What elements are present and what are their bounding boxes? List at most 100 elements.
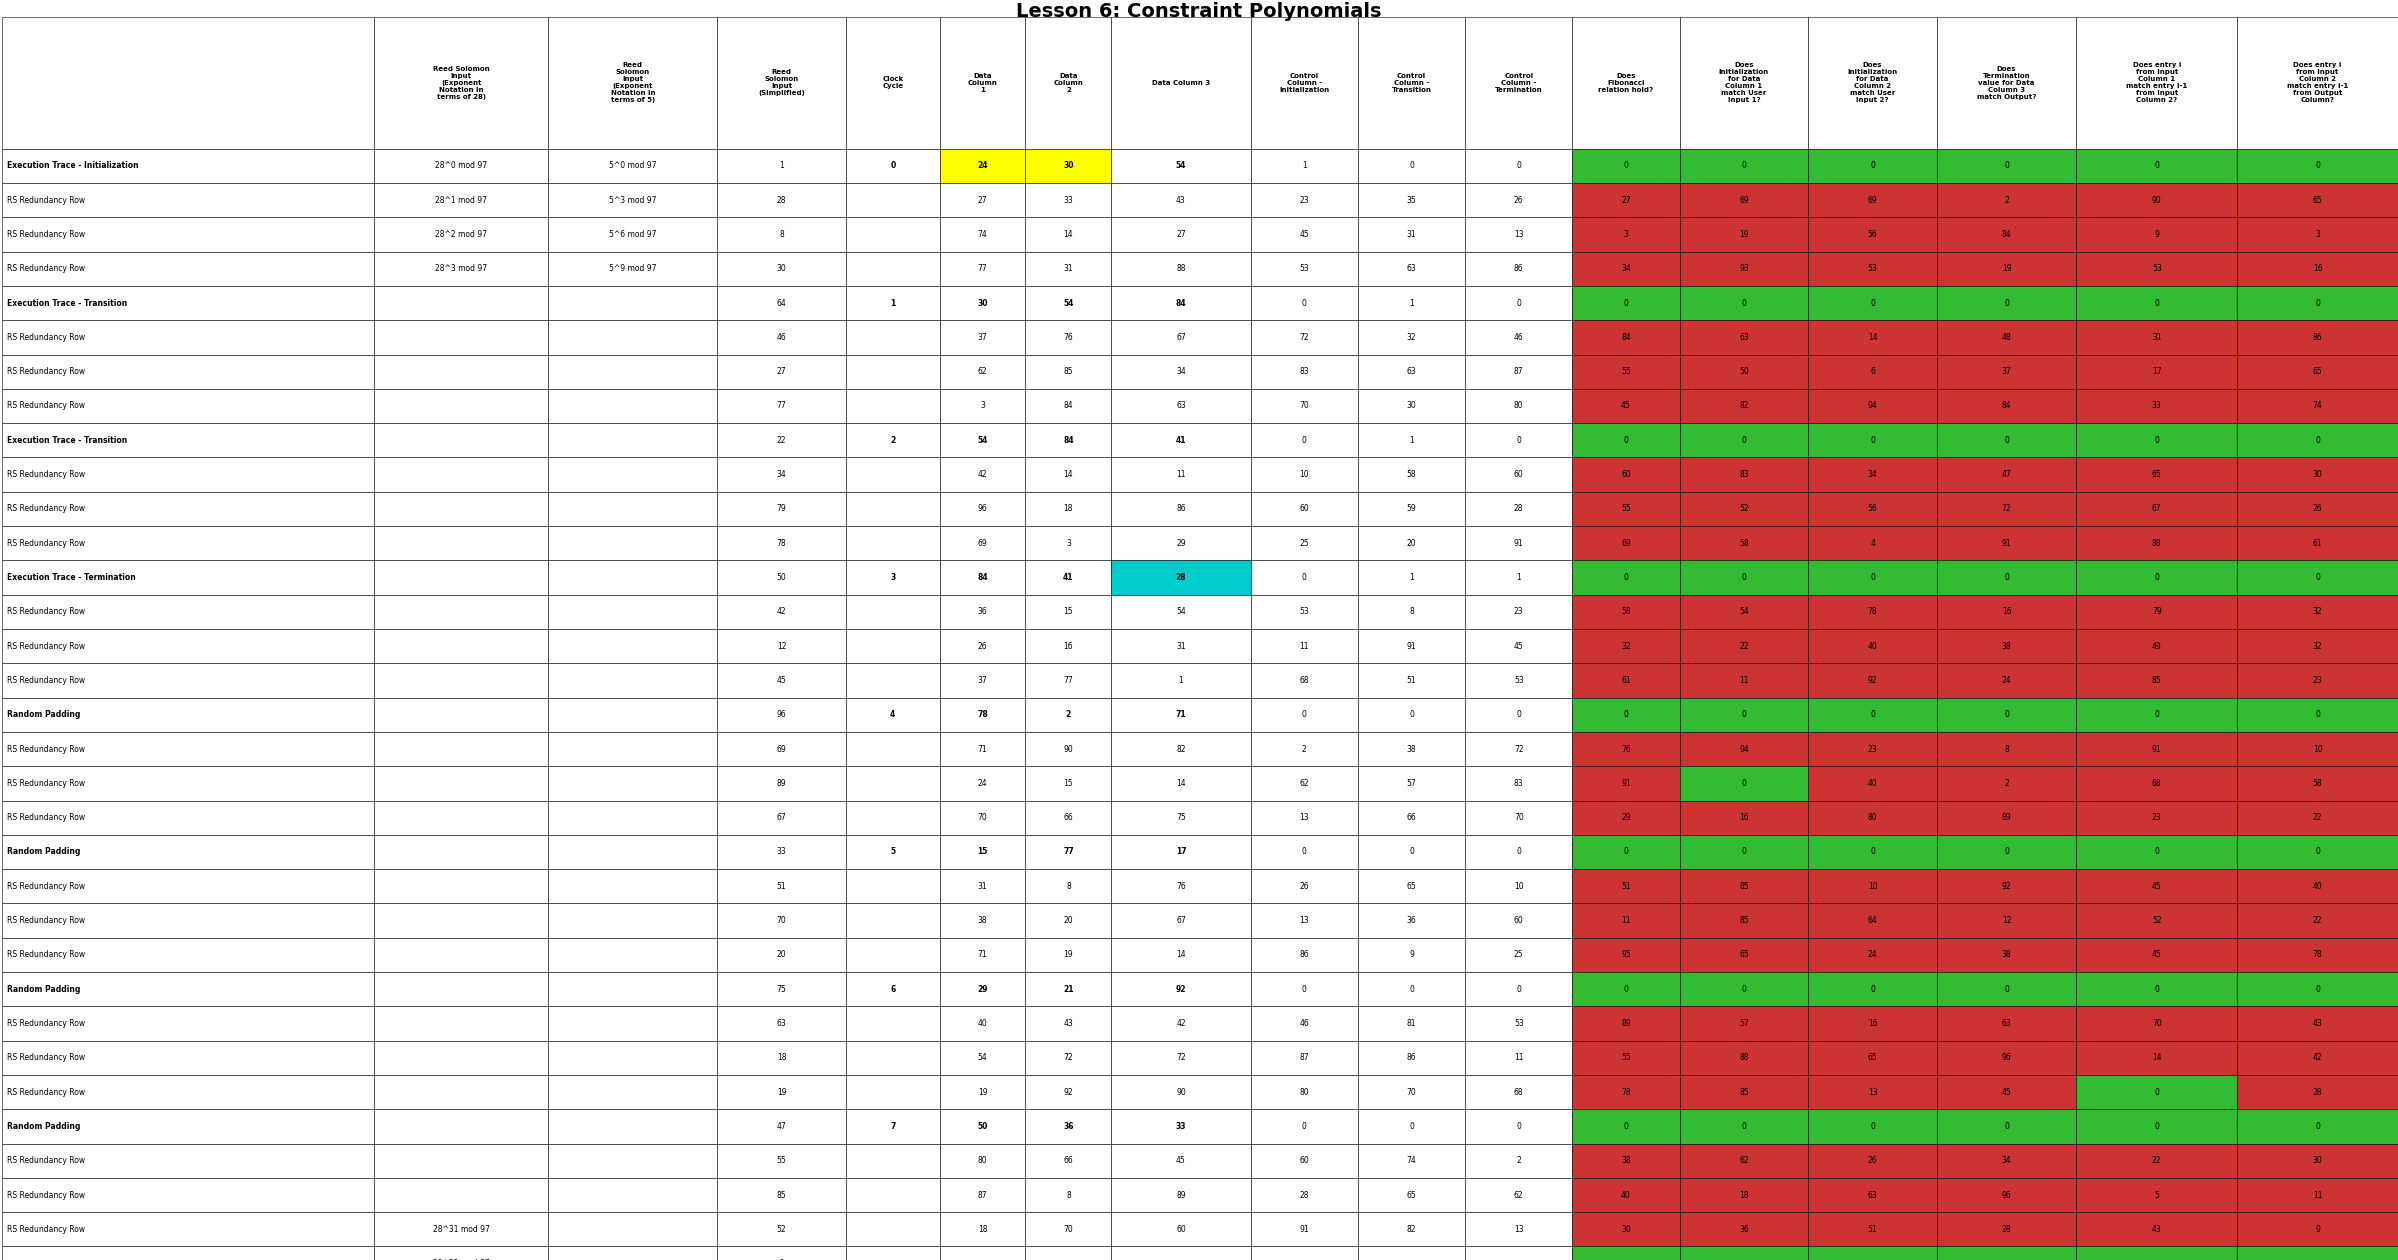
Bar [1026, 937, 1110, 971]
Text: 58: 58 [1621, 607, 1631, 616]
Bar [1808, 629, 1938, 663]
Text: 41: 41 [1062, 573, 1074, 582]
Bar [1357, 1007, 1465, 1041]
Text: 63: 63 [2002, 1019, 2012, 1028]
Bar [1252, 595, 1357, 629]
Text: 48: 48 [2002, 333, 2012, 341]
Text: 54: 54 [978, 436, 988, 445]
Text: 42: 42 [777, 607, 787, 616]
Bar [2077, 320, 2237, 354]
Bar [846, 217, 940, 252]
Bar [2077, 629, 2237, 663]
Text: 28^2 mod 97: 28^2 mod 97 [434, 229, 487, 239]
Text: 0: 0 [1410, 985, 1415, 994]
Text: 26: 26 [1300, 882, 1309, 891]
Bar [1465, 937, 1573, 971]
Bar [940, 252, 1026, 286]
Bar [1252, 457, 1357, 491]
Text: 84: 84 [2002, 229, 2012, 239]
Bar [1679, 491, 1808, 525]
Bar [1026, 1246, 1110, 1260]
Bar [1938, 149, 2077, 183]
Bar [549, 1041, 717, 1075]
Bar [1808, 457, 1938, 491]
Bar [549, 491, 717, 525]
Text: RS Redundancy Row: RS Redundancy Row [7, 675, 86, 685]
Bar [846, 698, 940, 732]
Text: 68: 68 [2151, 779, 2161, 788]
Bar [1357, 1212, 1465, 1246]
Bar [846, 18, 940, 149]
Text: 54: 54 [1739, 607, 1748, 616]
Text: 82: 82 [1408, 1225, 1417, 1234]
Bar [1026, 286, 1110, 320]
Text: Reed
Solomon
Input
(Simplified): Reed Solomon Input (Simplified) [758, 69, 806, 97]
Bar [1357, 491, 1465, 525]
Bar [717, 1075, 846, 1109]
Text: 34: 34 [1868, 470, 1878, 479]
Bar [1357, 18, 1465, 149]
Bar [717, 869, 846, 903]
Bar [940, 1109, 1026, 1144]
Bar [2077, 937, 2237, 971]
Bar [1808, 835, 1938, 869]
Text: 74: 74 [2312, 402, 2321, 411]
Bar [2237, 732, 2398, 766]
Bar [717, 320, 846, 354]
Bar [1026, 389, 1110, 423]
Bar [1573, 1075, 1679, 1109]
Bar [1110, 1246, 1252, 1260]
Text: 60: 60 [1513, 470, 1523, 479]
Text: 79: 79 [2151, 607, 2161, 616]
Text: 8: 8 [1067, 1191, 1072, 1200]
Text: 5^0 mod 97: 5^0 mod 97 [609, 161, 657, 170]
Text: 79: 79 [777, 504, 787, 513]
Text: 69: 69 [1739, 195, 1748, 204]
Bar [2237, 971, 2398, 1007]
Bar [717, 937, 846, 971]
Text: 58: 58 [1739, 539, 1748, 548]
Text: Does entry i
from Input
Column 1
match entry i-1
from Input
Column 2?: Does entry i from Input Column 1 match e… [2127, 63, 2187, 103]
Text: 86: 86 [2312, 333, 2321, 341]
Text: 19: 19 [777, 1087, 787, 1096]
Bar [846, 971, 940, 1007]
Bar [1679, 869, 1808, 903]
Bar [2, 1246, 374, 1260]
Bar [1573, 525, 1679, 561]
Text: 50: 50 [978, 1121, 988, 1131]
Bar [549, 1007, 717, 1041]
Text: 32: 32 [1408, 333, 1417, 341]
Text: 92: 92 [1175, 985, 1187, 994]
Bar [1357, 561, 1465, 595]
Bar [2, 252, 374, 286]
Text: 0: 0 [2314, 711, 2319, 719]
Text: 9: 9 [2314, 1225, 2319, 1234]
Bar [846, 354, 940, 389]
Text: 0: 0 [1741, 711, 1746, 719]
Text: 91: 91 [1408, 641, 1417, 650]
Text: 0: 0 [2314, 573, 2319, 582]
Text: 71: 71 [978, 745, 988, 753]
Text: 37: 37 [978, 333, 988, 341]
Text: RS Redundancy Row: RS Redundancy Row [7, 1157, 86, 1166]
Bar [1679, 766, 1808, 800]
Text: 96: 96 [777, 711, 787, 719]
Bar [549, 835, 717, 869]
Text: 63: 63 [777, 1019, 787, 1028]
Text: 75: 75 [777, 985, 787, 994]
Bar [374, 389, 549, 423]
Text: 0: 0 [2314, 436, 2319, 445]
Text: 28: 28 [1513, 504, 1523, 513]
Bar [1679, 183, 1808, 217]
Bar [2077, 1144, 2237, 1178]
Bar [549, 423, 717, 457]
Bar [374, 320, 549, 354]
Bar [1252, 1246, 1357, 1260]
Bar [1938, 1075, 2077, 1109]
Text: Data Column 3: Data Column 3 [1151, 79, 1211, 86]
Text: 15: 15 [1065, 779, 1074, 788]
Bar [2077, 971, 2237, 1007]
Text: 55: 55 [1621, 367, 1631, 377]
Text: 0: 0 [1870, 161, 1875, 170]
Bar [1357, 766, 1465, 800]
